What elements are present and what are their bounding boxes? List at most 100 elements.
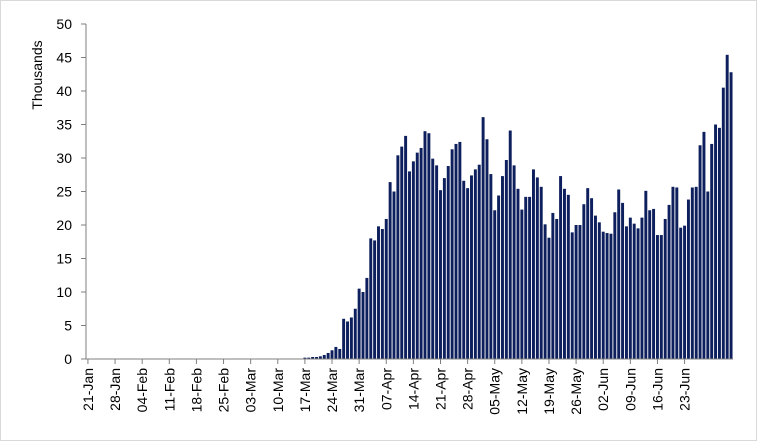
bar [307, 357, 311, 359]
bars-group [303, 54, 733, 360]
x-tick-label: 26-May [568, 368, 584, 415]
bar [431, 158, 435, 359]
bar [717, 127, 721, 359]
bar [597, 222, 601, 359]
y-tick-label: 5 [64, 318, 72, 334]
x-tick-label: 03-Mar [243, 368, 259, 413]
bar [714, 124, 718, 359]
bar [373, 240, 377, 359]
bar [466, 188, 470, 359]
bar [679, 227, 683, 359]
bar [640, 217, 644, 359]
bar [365, 277, 369, 359]
bar [582, 204, 586, 359]
bar [384, 218, 388, 359]
bar [311, 356, 315, 359]
y-tick-label: 20 [56, 217, 72, 233]
y-tick-label: 0 [64, 351, 72, 367]
bar [361, 292, 365, 359]
x-tick-label: 28-Apr [460, 368, 476, 410]
bar [458, 141, 462, 359]
y-axis-title: Thousands [29, 40, 45, 109]
bar [601, 231, 605, 359]
y-tick-label: 50 [56, 16, 72, 32]
bar [454, 143, 458, 359]
bar [710, 143, 714, 359]
bar [609, 233, 613, 359]
bar [419, 147, 423, 359]
x-tick-label: 28-Jan [107, 368, 123, 411]
y-tick-label: 10 [56, 284, 72, 300]
bar [632, 223, 636, 359]
bar [667, 204, 671, 359]
x-tick-label: 07-Apr [378, 368, 394, 410]
bar [380, 229, 384, 359]
bar [330, 350, 334, 359]
bar [566, 194, 570, 359]
bar [628, 217, 632, 359]
bar [671, 186, 675, 359]
x-tick-label: 04-Feb [134, 368, 150, 413]
bar [349, 317, 353, 359]
x-tick-label: 09-Jun [622, 368, 638, 411]
bar [702, 131, 706, 359]
x-tick-label: 02-Jun [595, 368, 611, 411]
bar [706, 191, 710, 359]
bar [369, 238, 373, 359]
bar [315, 356, 318, 359]
bar [652, 208, 656, 359]
bar [462, 180, 466, 359]
x-tick-label: 24-Mar [324, 368, 340, 413]
y-tick-label: 40 [56, 83, 72, 99]
bar [555, 218, 559, 359]
x-tick-label: 05-May [487, 368, 503, 415]
bar [532, 169, 535, 359]
x-tick-label: 25-Feb [216, 368, 232, 413]
bar [318, 356, 322, 359]
y-tick-label: 30 [56, 150, 72, 166]
bar [593, 215, 597, 359]
y-tick-label: 25 [56, 184, 72, 200]
bar [535, 177, 539, 359]
bar [675, 187, 679, 359]
bar [485, 139, 489, 359]
bar [621, 202, 625, 359]
bar [508, 130, 512, 359]
bar [442, 178, 446, 359]
bar [427, 133, 431, 359]
bar [590, 198, 594, 359]
bar [613, 212, 617, 359]
bar [563, 188, 566, 359]
bar [516, 188, 520, 359]
bar [342, 318, 346, 359]
bar [322, 354, 326, 359]
bar [539, 186, 543, 359]
x-tick-label: 18-Feb [188, 368, 204, 413]
bar [334, 346, 338, 359]
bar [400, 146, 404, 359]
bar [725, 54, 729, 359]
x-tick-label: 17-Mar [297, 368, 313, 413]
x-tick-label: 19-May [541, 368, 557, 415]
bar [683, 225, 687, 359]
bar [493, 210, 497, 359]
bar [338, 348, 342, 359]
x-tick-label: 23-Jun [677, 368, 693, 411]
x-tick-label: 16-Jun [650, 368, 666, 411]
bar [415, 152, 419, 359]
bar [624, 226, 628, 359]
bar [721, 87, 725, 360]
bar [663, 218, 667, 359]
bar [698, 145, 702, 359]
bar [353, 308, 357, 359]
x-tick-label: 14-Apr [405, 368, 421, 410]
x-tick-label: 31-Mar [351, 368, 367, 413]
bar [605, 233, 609, 359]
axes-group: 0 5 10 15 20 25 30 35 40 45 50 21-Jan 28-Jan 04-Feb 11… [56, 16, 733, 415]
bar [346, 321, 349, 359]
bar [551, 212, 555, 359]
bar [512, 165, 516, 359]
bar [617, 189, 621, 359]
bar [636, 228, 640, 359]
